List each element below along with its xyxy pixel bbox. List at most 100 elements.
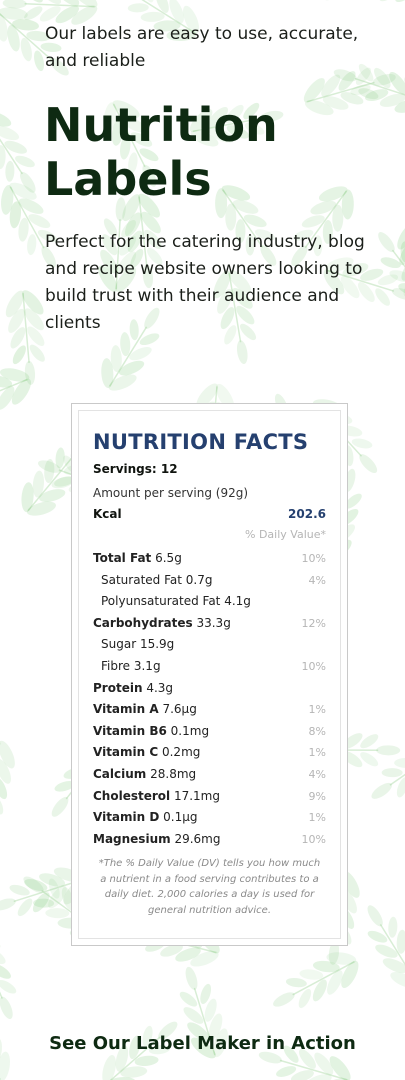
nutrient-amount: 15.9g <box>136 637 175 652</box>
nutrient-name: Vitamin B6 0.1mg <box>93 721 209 743</box>
leaf-sprig <box>5 290 45 385</box>
leaf-sprig <box>323 257 405 306</box>
nutrient-row: Carbohydrates 33.3g 12% <box>93 613 326 635</box>
nutrient-daily-value: 4% <box>308 767 326 781</box>
nutrient-label: Vitamin D <box>93 810 160 825</box>
leaf-sprig <box>2 0 98 25</box>
daily-value-header: % Daily Value* <box>245 528 326 541</box>
nutrient-label: Sugar <box>101 637 137 652</box>
nutrient-name: Vitamin C 0.2mg <box>93 742 200 764</box>
nutrient-amount: 28.8mg <box>146 766 197 781</box>
nutrient-amount: 0.1mg <box>166 723 210 738</box>
nutrient-amount: 4.1g <box>220 594 251 609</box>
nutrient-amount: 0.1µg <box>159 810 198 825</box>
leaf-sprig <box>0 110 36 193</box>
kcal-row: Kcal 202.6 <box>93 506 326 522</box>
nutrient-row: Total Fat 6.5g 10% <box>93 548 326 570</box>
nutrient-row: Magnesium 29.6mg 10% <box>93 829 326 851</box>
nutrient-label: Cholesterol <box>93 788 171 803</box>
nutrient-label: Saturated Fat <box>101 572 182 587</box>
nutrient-daily-value: 9% <box>308 789 326 803</box>
nutrient-daily-value: 4% <box>308 573 326 587</box>
leaf-sprig <box>258 1045 351 1080</box>
nutrient-row: Vitamin C 0.2mg 1% <box>93 742 326 764</box>
nutrient-name: Fibre 3.1g <box>93 656 161 678</box>
nutrient-row: Sugar 15.9g <box>93 634 326 656</box>
leaf-sprig <box>215 185 277 266</box>
nutrient-daily-value: 10% <box>301 832 326 846</box>
leaf-sprig <box>0 368 32 410</box>
leaf-sprig <box>367 905 405 989</box>
nutrient-amount: 17.1mg <box>170 788 220 803</box>
leaf-sprig <box>323 0 347 1</box>
nutrient-name: Protein 4.3g <box>93 678 173 700</box>
nutrient-label: Polyunsaturated Fat <box>101 594 221 609</box>
nutrient-name: Vitamin D 0.1µg <box>93 807 197 829</box>
leaf-sprig <box>0 739 15 815</box>
leaf-sprig <box>0 593 2 700</box>
nutrient-name: Sugar 15.9g <box>93 634 174 656</box>
nutrient-label: Total Fat <box>93 551 152 565</box>
nutrient-label: Vitamin C <box>93 745 159 760</box>
leaf-sprig <box>102 1021 178 1080</box>
nutrient-label: Magnesium <box>93 831 171 846</box>
leaf-sprig <box>189 102 284 147</box>
nutrient-amount: 33.3g <box>192 615 231 630</box>
nutrient-row: Vitamin B6 0.1mg 8% <box>93 721 326 743</box>
page-title: Nutrition Labels <box>44 98 278 206</box>
leaf-sprig <box>98 197 137 292</box>
nutrient-label: Fibre <box>101 658 131 673</box>
nutrient-daily-value: 10% <box>301 552 326 565</box>
nutrient-row: Cholesterol 17.1mg 9% <box>93 786 326 808</box>
nutrient-name: Total Fat 6.5g <box>93 548 182 570</box>
leaf-sprig <box>379 0 405 3</box>
leaf-sprig <box>291 186 354 266</box>
leaf-sprig <box>273 952 359 1009</box>
kcal-label: Kcal <box>93 507 122 521</box>
nutrient-label: Vitamin B6 <box>93 723 167 738</box>
nutrient-name: Saturated Fat 0.7g <box>93 570 212 592</box>
nutrient-daily-value: 12% <box>301 616 326 630</box>
leaf-sprig <box>101 307 160 391</box>
nutrient-amount: 0.7g <box>181 572 213 587</box>
nutrient-label: Protein <box>93 680 143 695</box>
leaf-sprig <box>397 222 405 297</box>
leaf-sprig <box>1 182 58 268</box>
leaf-sprig <box>103 100 159 187</box>
leaf-sprig <box>122 193 163 289</box>
nutrient-amount: 7.6µg <box>158 702 197 717</box>
nutrient-row: Calcium 28.8mg 4% <box>93 764 326 786</box>
nutrient-name: Magnesium 29.6mg <box>93 829 220 851</box>
nutrient-name: Vitamin A 7.6µg <box>93 699 197 721</box>
hero-tagline: Our labels are easy to use, accurate, an… <box>45 24 359 71</box>
nutrient-amount: 4.3g <box>142 680 174 695</box>
leaf-sprig <box>0 930 17 1020</box>
nutrient-daily-value: 1% <box>308 703 326 717</box>
label-maker-cta-heading: See Our Label Maker in Action <box>49 1033 356 1054</box>
nutrition-label-inner: NUTRITION FACTS Servings: 12 Amount per … <box>78 410 341 939</box>
daily-value-footnote: *The % Daily Value (DV) tells you how mu… <box>98 858 321 916</box>
nutrient-name: Polyunsaturated Fat 4.1g <box>93 591 251 613</box>
nutrition-label-card: NUTRITION FACTS Servings: 12 Amount per … <box>71 403 348 946</box>
nutrient-row: Vitamin A 7.6µg 1% <box>93 699 326 721</box>
leaf-sprig <box>333 63 405 113</box>
nutrient-row: Fibre 3.1g 10% <box>93 656 326 678</box>
leaf-sprig <box>0 7 69 76</box>
nutrient-label: Carbohydrates <box>93 615 193 630</box>
amount-per-serving: Amount per serving (92g) <box>93 486 249 500</box>
leaf-sprig <box>127 0 200 42</box>
nutrient-amount: 3.1g <box>130 658 161 673</box>
leaf-sprig <box>371 744 405 799</box>
nutrient-row: Vitamin D 0.1µg 1% <box>93 807 326 829</box>
nutrient-row: Polyunsaturated Fat 4.1g <box>93 591 326 613</box>
nutrient-name: Calcium 28.8mg <box>93 764 196 786</box>
leaf-sprig <box>213 270 257 364</box>
nutrient-amount: 0.2mg <box>158 745 201 760</box>
leaf-sprig <box>179 966 228 1059</box>
servings: Servings: 12 <box>93 462 178 476</box>
nutrient-name: Carbohydrates 33.3g <box>93 613 231 635</box>
leaf-sprig <box>0 1016 10 1080</box>
nutrition-facts-title: NUTRITION FACTS <box>93 430 309 454</box>
nutrient-label: Calcium <box>93 766 147 781</box>
nutrient-label: Vitamin A <box>93 702 159 717</box>
